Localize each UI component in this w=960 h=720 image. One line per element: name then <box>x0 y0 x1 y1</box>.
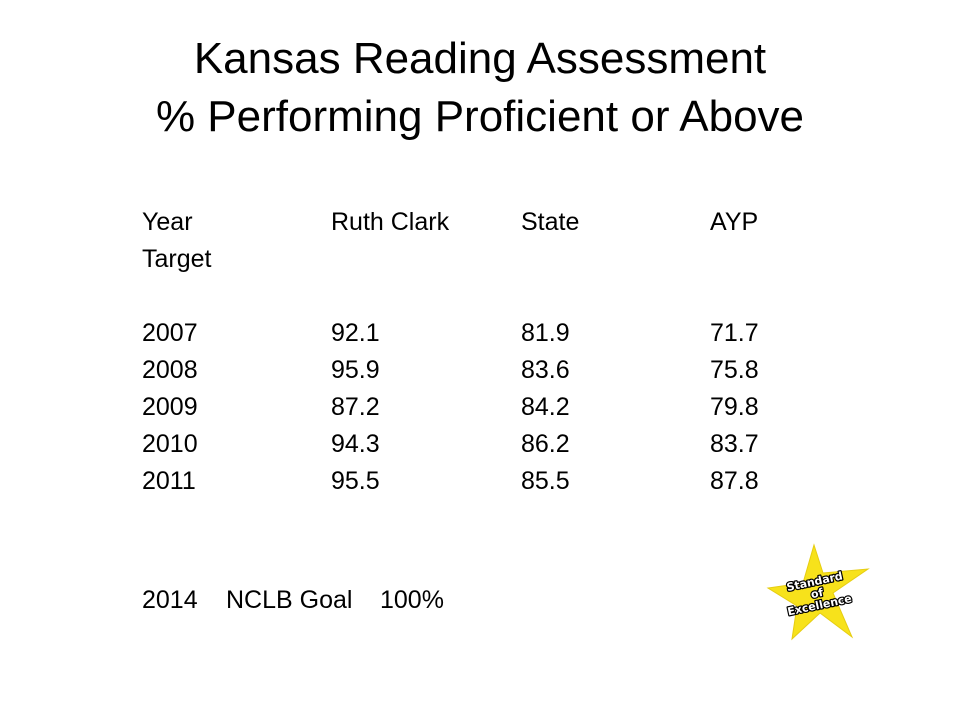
goal-label: NCLB Goal <box>226 586 353 614</box>
cell-ayp: 75.8 <box>710 356 759 384</box>
nclb-goal-line: 2014 NCLB Goal 100% <box>142 582 444 619</box>
cell-state: 81.9 <box>521 319 570 347</box>
standard-of-excellence-star-icon: Standard of Excellence <box>766 543 870 641</box>
star-shape <box>766 543 870 641</box>
cell-ruth-clark: 92.1 <box>331 319 380 347</box>
goal-year: 2014 <box>142 586 198 614</box>
cell-year: 2008 <box>142 356 198 384</box>
cell-ayp: 87.8 <box>710 467 759 495</box>
header-ruth-clark: Ruth Clark <box>331 208 450 236</box>
cell-year: 2010 <box>142 430 198 458</box>
header-ayp: AYP <box>710 208 759 236</box>
header-year: Year <box>142 208 193 236</box>
cell-state: 86.2 <box>521 430 570 458</box>
cell-ayp: 83.7 <box>710 430 759 458</box>
cell-ruth-clark: 94.3 <box>331 430 380 458</box>
cell-ruth-clark: 95.9 <box>331 356 380 384</box>
star-text-line-2: of <box>810 586 825 601</box>
cell-state: 83.6 <box>521 356 570 384</box>
cell-ayp: 79.8 <box>710 393 759 421</box>
cell-year: 2009 <box>142 393 198 421</box>
cell-ruth-clark: 95.5 <box>331 467 380 495</box>
cell-state: 84.2 <box>521 393 570 421</box>
header-ayp-target: Target <box>142 245 212 273</box>
title-line-1: Kansas Reading Assessment <box>193 34 767 83</box>
goal-value: 100% <box>380 586 444 614</box>
cell-state: 85.5 <box>521 467 570 495</box>
header-state: State <box>521 208 580 236</box>
cell-year: 2011 <box>142 467 196 495</box>
cell-ayp: 71.7 <box>710 319 759 347</box>
cell-year: 2007 <box>142 319 198 347</box>
cell-ruth-clark: 87.2 <box>331 393 380 421</box>
title-line-2: % Performing Proficient or Above <box>155 92 805 141</box>
slide-title: Kansas Reading Assessment % Performing P… <box>0 30 960 146</box>
